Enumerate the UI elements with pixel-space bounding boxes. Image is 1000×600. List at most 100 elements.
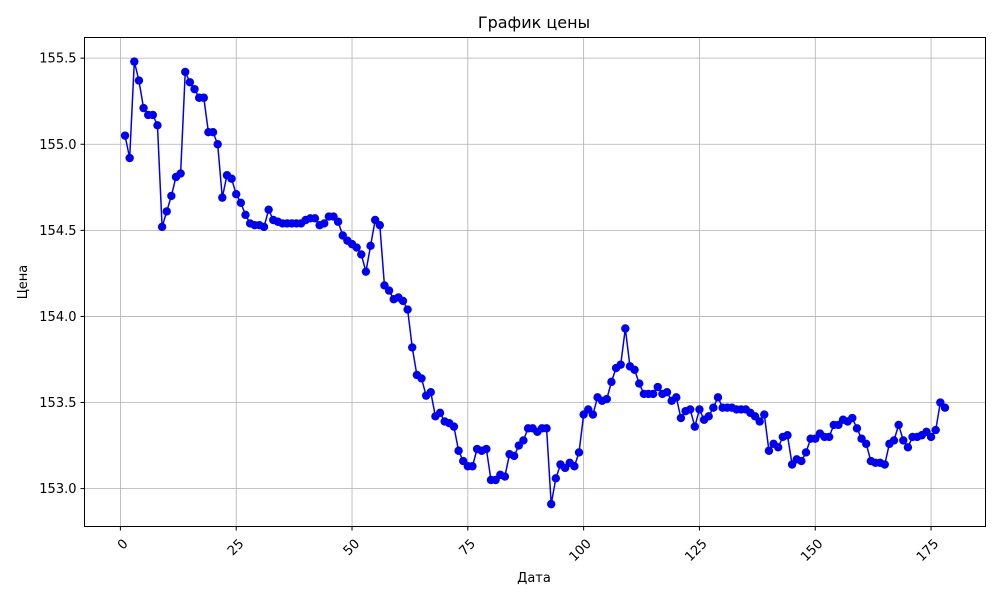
y-tick-label: 154.0 <box>39 310 76 325</box>
x-tick-label: 100 <box>567 537 595 565</box>
data-point <box>241 210 250 220</box>
data-point <box>153 121 162 130</box>
data-point <box>398 296 408 306</box>
y-axis-label: Цена <box>16 265 31 300</box>
data-point <box>621 324 630 333</box>
data-point <box>551 474 561 483</box>
plot-frame <box>84 37 986 527</box>
data-point <box>333 217 343 226</box>
data-point <box>482 444 491 454</box>
data-point <box>134 76 144 85</box>
data-point <box>607 377 616 387</box>
y-tick-label: 154.5 <box>39 224 76 239</box>
data-point <box>713 393 723 402</box>
data-point <box>227 174 236 183</box>
data-point <box>635 379 644 388</box>
data-point <box>760 410 769 419</box>
data-point <box>417 374 426 383</box>
data-point <box>130 57 139 66</box>
data-point <box>783 431 792 440</box>
data-point <box>139 103 148 113</box>
data-point <box>616 360 625 369</box>
data-point <box>880 460 889 469</box>
data-point <box>848 413 857 423</box>
data-point <box>903 443 913 452</box>
data-point <box>366 241 375 251</box>
data-point <box>213 140 222 149</box>
data-point <box>426 388 435 397</box>
data-point <box>570 462 579 471</box>
data-point <box>940 403 950 412</box>
data-point <box>672 393 681 402</box>
x-axis-ticks: 0 25 50 75 100 125 150 175 <box>115 526 942 565</box>
data-point <box>310 214 320 223</box>
data-point <box>468 462 477 471</box>
data-point <box>764 446 774 455</box>
data-point <box>435 408 445 418</box>
data-point <box>676 413 686 423</box>
x-tick-label: 75 <box>457 537 479 559</box>
data-point <box>755 417 764 426</box>
data-point <box>926 432 936 442</box>
data-point <box>774 443 783 452</box>
data-point <box>630 365 639 375</box>
data-point <box>190 84 199 94</box>
data-point <box>449 422 459 431</box>
data-point <box>574 448 584 457</box>
data-point <box>157 222 167 232</box>
y-tick-label: 153.5 <box>39 396 76 411</box>
data-point <box>509 451 519 461</box>
data-point <box>361 267 371 276</box>
data-point <box>648 389 658 399</box>
data-point <box>894 420 903 430</box>
data-point <box>218 193 227 202</box>
data-point <box>236 198 246 207</box>
y-tick-label: 155.5 <box>39 52 76 67</box>
data-point <box>199 93 208 102</box>
data-point <box>662 388 672 397</box>
data-point <box>690 422 700 431</box>
y-tick-label: 155.0 <box>39 138 76 153</box>
x-tick-label: 125 <box>682 537 710 565</box>
data-point <box>653 382 662 392</box>
data-point <box>852 424 862 433</box>
data-point <box>408 343 417 352</box>
data-point <box>181 67 190 77</box>
data-point <box>352 243 361 252</box>
data-point <box>695 405 704 414</box>
data-point <box>375 220 385 230</box>
data-point <box>862 439 871 449</box>
x-axis-label: Дата <box>517 571 551 586</box>
data-point <box>889 436 899 445</box>
y-tick-label: 153.0 <box>39 482 76 497</box>
data-point <box>801 448 811 457</box>
data-point <box>357 250 366 259</box>
grid-lines <box>84 37 986 527</box>
data-point <box>602 394 611 404</box>
data-point <box>500 472 510 481</box>
y-axis-ticks: 153.0 153.5 154.0 154.5 155.0 155.5 <box>39 52 85 497</box>
data-point <box>148 110 158 120</box>
data-point <box>709 403 718 412</box>
data-point <box>264 205 273 214</box>
data-point <box>120 131 130 140</box>
data-point <box>176 169 185 178</box>
data-point <box>588 410 598 419</box>
data-point <box>167 191 176 201</box>
x-tick-label: 175 <box>914 537 942 565</box>
data-point <box>185 78 195 87</box>
x-tick-label: 25 <box>225 537 247 559</box>
data-point <box>208 128 218 137</box>
data-point <box>232 189 241 199</box>
data-point <box>384 286 394 295</box>
chart-title: График цены <box>478 13 590 32</box>
x-tick-label: 50 <box>341 537 363 559</box>
data-point <box>519 436 528 445</box>
data-point <box>824 432 834 442</box>
series-price <box>120 57 950 509</box>
data-point <box>685 405 695 414</box>
data-point <box>797 456 806 466</box>
data-point <box>454 446 463 455</box>
data-point <box>899 436 908 445</box>
